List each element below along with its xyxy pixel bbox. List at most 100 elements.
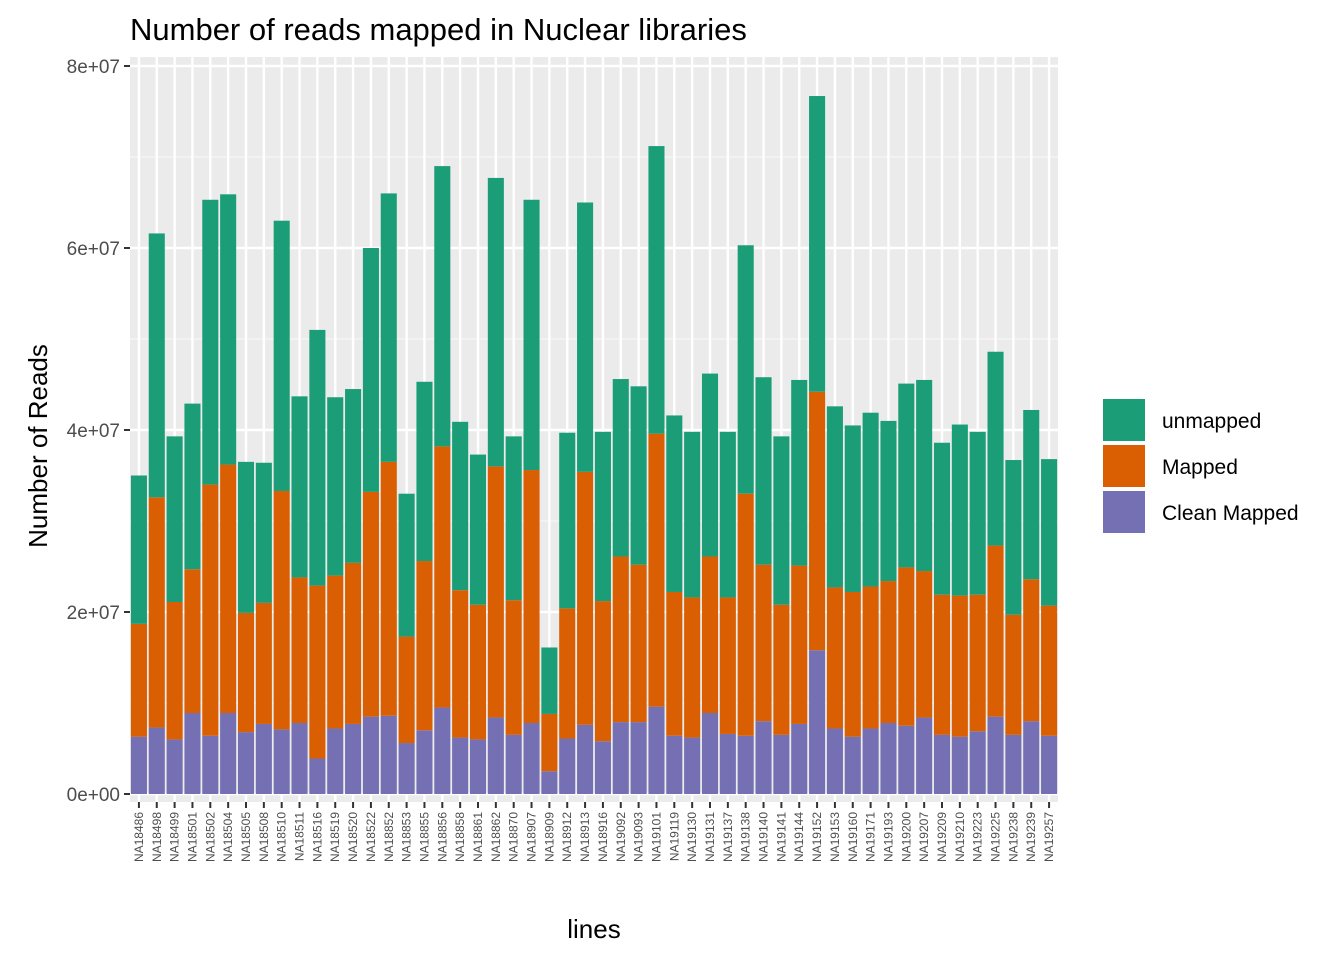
bar-clean-mapped-NA19209 xyxy=(933,734,951,794)
x-tick-label: NA18853 xyxy=(400,812,414,862)
x-tick-label: NA19144 xyxy=(792,812,806,862)
bar-clean-mapped-NA18916 xyxy=(594,741,611,794)
x-tick-label: NA18913 xyxy=(578,812,592,862)
x-tick-label: NA18498 xyxy=(150,812,164,862)
bar-mapped-NA19257 xyxy=(1041,605,1058,736)
bar-clean-mapped-NA18853 xyxy=(398,743,415,794)
bar-unmapped-NA19144 xyxy=(791,379,808,566)
x-tick-label: NA19238 xyxy=(1006,812,1020,862)
bar-mapped-NA18855 xyxy=(416,561,433,731)
bar-mapped-NA18862 xyxy=(487,466,504,718)
x-tick-label: NA19207 xyxy=(917,812,931,862)
bar-clean-mapped-NA19101 xyxy=(648,706,665,794)
bar-clean-mapped-NA19153 xyxy=(826,728,843,794)
bar-unmapped-NA18498 xyxy=(148,233,165,498)
bar-unmapped-NA19138 xyxy=(737,245,754,494)
bar-clean-mapped-NA18486 xyxy=(130,736,147,794)
x-tick-label: NA18508 xyxy=(257,812,271,862)
bar-mapped-NA18502 xyxy=(202,484,219,736)
bar-mapped-NA19153 xyxy=(826,587,843,729)
bar-unmapped-NA19093 xyxy=(630,386,647,565)
bar-clean-mapped-NA18505 xyxy=(237,732,255,794)
bar-clean-mapped-NA18861 xyxy=(469,739,487,794)
bar-unmapped-NA18504 xyxy=(220,194,237,465)
bar-clean-mapped-NA18511 xyxy=(291,723,308,794)
bar-clean-mapped-NA18501 xyxy=(184,713,201,794)
bar-clean-mapped-NA19119 xyxy=(666,735,683,794)
bar-clean-mapped-NA19225 xyxy=(987,716,1004,794)
x-tick-label: NA18510 xyxy=(275,812,289,862)
bar-unmapped-NA19223 xyxy=(969,431,986,595)
legend-key-unmapped xyxy=(1103,399,1145,441)
x-tick-label: NA18486 xyxy=(132,812,146,862)
x-tick-label: NA19093 xyxy=(632,812,646,862)
bar-unmapped-NA18516 xyxy=(309,329,326,586)
bar-clean-mapped-NA18508 xyxy=(255,723,272,794)
bar-unmapped-NA18511 xyxy=(291,396,308,578)
bar-unmapped-NA18913 xyxy=(577,202,594,472)
x-tick-label: NA19101 xyxy=(649,812,663,862)
bar-mapped-NA19200 xyxy=(898,567,915,726)
bar-mapped-NA18486 xyxy=(130,623,147,737)
x-tick-label: NA19160 xyxy=(846,812,860,862)
bar-clean-mapped-NA18504 xyxy=(220,713,237,794)
x-tick-label: NA18516 xyxy=(310,812,324,862)
x-tick-label: NA19130 xyxy=(685,812,699,862)
bar-clean-mapped-NA19207 xyxy=(916,717,933,794)
x-tick-label: NA19171 xyxy=(864,812,878,862)
bar-clean-mapped-NA19092 xyxy=(612,722,629,794)
legend-label: Clean Mapped xyxy=(1162,502,1299,525)
bar-mapped-NA19193 xyxy=(880,581,897,724)
bar-unmapped-NA18856 xyxy=(434,166,451,447)
bar-mapped-NA18909 xyxy=(541,713,558,772)
bar-mapped-NA19223 xyxy=(969,594,986,732)
x-tick-label: NA18511 xyxy=(293,812,307,861)
bar-unmapped-NA18853 xyxy=(398,493,415,637)
bar-mapped-NA19171 xyxy=(862,586,879,729)
bar-mapped-NA18505 xyxy=(237,612,255,733)
bar-unmapped-NA19131 xyxy=(701,373,719,557)
bar-clean-mapped-NA18852 xyxy=(380,715,397,794)
bar-mapped-NA18916 xyxy=(594,601,611,742)
bar-unmapped-NA19092 xyxy=(612,379,629,557)
bar-mapped-NA18510 xyxy=(273,490,290,730)
legend: unmapped Mapped Clean Mapped xyxy=(1103,399,1299,533)
bar-unmapped-NA19137 xyxy=(719,431,736,598)
bar-unmapped-NA18861 xyxy=(469,454,487,605)
bar-unmapped-NA18501 xyxy=(184,403,201,570)
bar-mapped-NA19092 xyxy=(612,556,629,723)
x-tick-label: NA18505 xyxy=(239,812,253,862)
x-tick-label: NA18858 xyxy=(453,812,467,862)
bar-unmapped-NA18870 xyxy=(505,436,522,601)
bar-mapped-NA19130 xyxy=(684,597,701,738)
y-tick-label: 0e+00 xyxy=(67,785,120,806)
bar-unmapped-NA18510 xyxy=(273,220,290,491)
bar-unmapped-NA19209 xyxy=(933,442,951,595)
bar-unmapped-NA19140 xyxy=(755,377,772,565)
x-axis: NA18486 NA18498 NA18499 NA18501 NA18502 NA185… xyxy=(132,802,1056,862)
bar-mapped-NA19207 xyxy=(916,571,933,718)
bar-unmapped-NA18522 xyxy=(362,248,379,492)
bar-clean-mapped-NA18502 xyxy=(202,735,219,794)
x-tick-label: NA18907 xyxy=(525,812,539,862)
bar-mapped-NA18519 xyxy=(327,575,344,729)
x-tick-label: NA19153 xyxy=(828,812,842,862)
x-tick-label: NA19092 xyxy=(614,812,628,862)
bar-unmapped-NA19238 xyxy=(1005,460,1022,615)
bar-clean-mapped-NA18522 xyxy=(362,716,379,794)
x-tick-label: NA18912 xyxy=(560,812,574,862)
x-tick-label: NA18502 xyxy=(203,812,217,862)
bar-mapped-NA18912 xyxy=(559,608,576,739)
x-tick-label: NA18522 xyxy=(364,812,378,862)
x-tick-label: NA18501 xyxy=(185,812,199,862)
x-axis-title: lines xyxy=(567,914,620,944)
bar-clean-mapped-NA18519 xyxy=(327,728,344,794)
y-axis: 0e+00 2e+07 4e+07 6e+07 8e+07 xyxy=(67,57,130,806)
bar-clean-mapped-NA19160 xyxy=(844,736,861,794)
bar-unmapped-NA19130 xyxy=(684,431,701,598)
x-tick-label: NA18855 xyxy=(417,812,431,862)
bar-unmapped-NA18862 xyxy=(487,177,504,467)
x-tick-label: NA18856 xyxy=(435,812,449,862)
bar-clean-mapped-NA19257 xyxy=(1041,735,1058,794)
x-tick-label: NA19131 xyxy=(703,812,717,862)
